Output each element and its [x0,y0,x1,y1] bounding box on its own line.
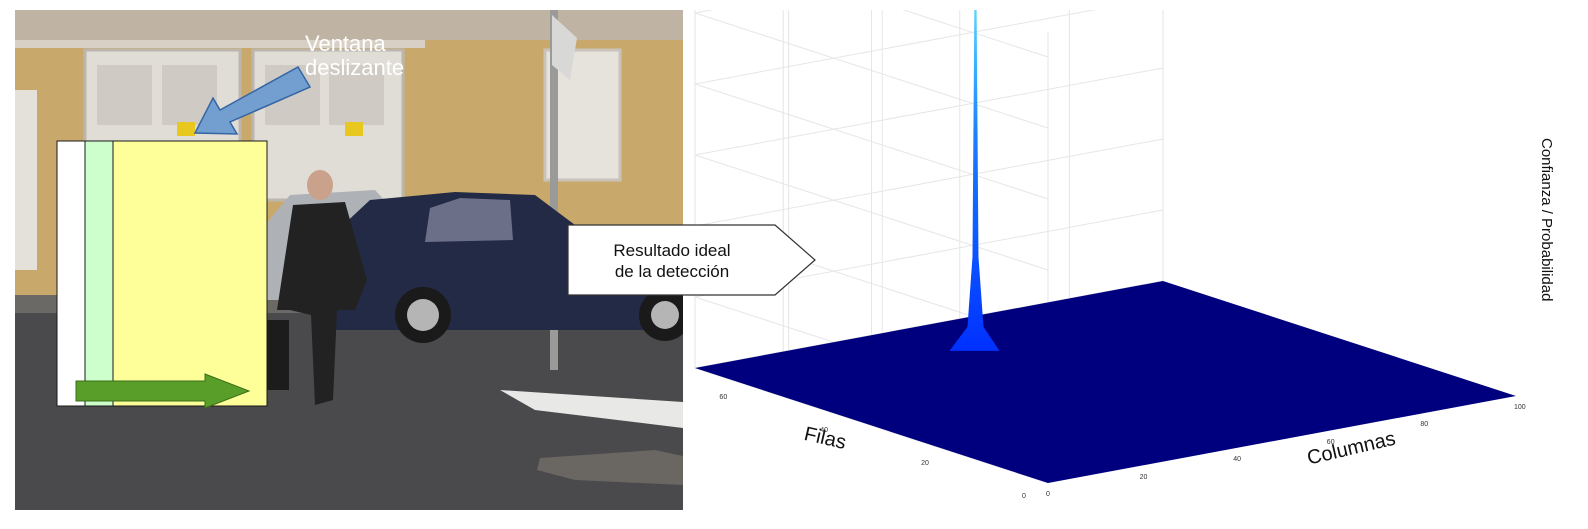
yellow-sign-left [177,122,195,136]
yellow-sign-right [345,122,363,136]
car-hubcap-front [407,299,439,331]
window-trail-white [56,140,86,407]
door-left-panel-a [97,65,152,125]
x-tick-label: 0 [1046,491,1050,498]
sliding-window-label-line2: deslizante [305,55,405,80]
grid-wall-z-back-3 [694,67,1164,156]
sliding-window-label-line1: Ventana [305,31,386,56]
window-trail-green [84,140,114,407]
grid-wall-z-back-2 [694,138,1164,227]
sign-pole [550,10,558,370]
callout-line1: Resultado ideal [613,241,731,260]
surface-base [695,281,1516,483]
x-tick-label: 60 [1326,438,1335,446]
surface-peak [949,0,1000,351]
y-tick-label: 60 [719,394,728,402]
result-callout-text: Resultado ideal de la detección [567,240,777,282]
street-scene [15,10,683,510]
x-tick-label: 80 [1420,421,1429,429]
street-sign [552,15,577,80]
blue-arrow [193,65,312,135]
car-hubcap-rear [651,301,679,329]
result-callout-shape [567,224,816,296]
pedestrian-body [277,202,367,405]
door-edge [15,90,37,270]
grid-wall-z-left-5 [694,12,1049,129]
street-photo [15,10,683,510]
x-tick-label: 40 [1233,456,1241,464]
x-tick-label: 20 [1139,473,1148,481]
y-tick-label: 40 [820,427,829,435]
y-tick-label: 20 [921,460,929,468]
grid-wall-z-left-4 [694,83,1049,200]
callout-line2: de la detección [614,262,730,281]
x-tick-label: 100 [1514,404,1526,411]
z-axis-label: Confianza / Probabilidad [1538,138,1555,302]
surface-plot: Columnas Filas Confianza / Probabilidad … [683,0,1588,520]
door-right-panel-b [329,65,384,125]
car-window [425,198,513,242]
building-band [15,40,425,48]
grid-wall-z-back-4 [694,0,1150,85]
sliding-window-label: Ventana deslizante [305,32,404,80]
crosswalk-stripe [500,390,683,428]
grid-wall-z-left-3 [694,154,1049,271]
pedestrian-head [307,170,333,200]
curb-island [537,450,683,485]
grid-wall-z-left-6 [871,0,1049,58]
surface-plot-canvas [694,0,1516,484]
y-tick-label: 0 [1022,493,1026,500]
green-arrow [75,373,251,409]
pedestrian-bag [267,320,289,390]
